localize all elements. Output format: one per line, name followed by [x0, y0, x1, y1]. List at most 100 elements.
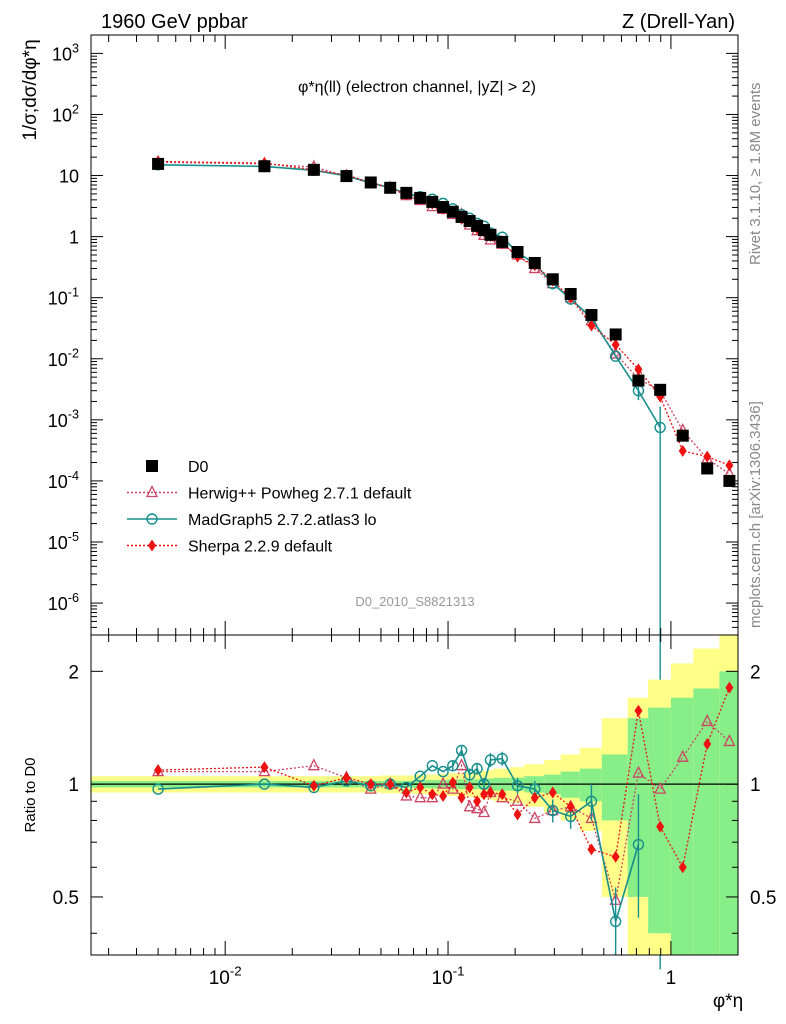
y-tick-label: 10-4 — [48, 469, 79, 492]
ratio-herwig-point — [455, 758, 468, 771]
ratio-sherpa-point — [439, 789, 448, 802]
ratio-sherpa-point — [725, 681, 734, 694]
x-tick-label: 10-1 — [432, 963, 465, 989]
ratio-sherpa-point — [548, 786, 557, 799]
x-tick-label: 1 — [666, 968, 677, 989]
main-sherpa-point — [725, 459, 734, 472]
legend-label-madgraph5: MadGraph5 2.7.2.atlas3 lo — [188, 512, 377, 529]
ratio-y-tick-label: 0.5 — [53, 888, 79, 909]
ratio-y-tick-label-right: 2 — [750, 662, 761, 683]
ratio-herwig-point — [446, 781, 459, 794]
ratio-herwig-point — [511, 793, 524, 806]
ratio-herwig-point — [400, 788, 413, 801]
main-sherpa-point — [703, 450, 712, 463]
ratio-herwig-point — [496, 790, 509, 803]
ratio-sherpa-point — [611, 850, 620, 863]
ratio-herwig-point — [414, 790, 427, 803]
ratio-y-tick-label: 1 — [68, 775, 79, 796]
ratio-sherpa-point — [678, 861, 687, 874]
ratio-madgraph5-point — [152, 783, 164, 795]
ratio-madgraph5-point — [511, 780, 524, 792]
ratio-y-tick-label-right: 1 — [750, 775, 761, 796]
ratio-madgraph5-point — [484, 754, 497, 766]
main-x-ticks — [108, 35, 739, 635]
ratio-madgraph5-line — [158, 748, 640, 922]
legend-label-d0: D0 — [188, 459, 209, 476]
ratio-panel: Ratio to D0 0.5 0.5 1 1 2 2 10-2 10-1 1 φ*η — [22, 634, 776, 1012]
ratio-sherpa-point — [486, 786, 495, 799]
main-d0-point — [426, 195, 439, 208]
ratio-y-tick-label-right: 0.5 — [750, 888, 776, 909]
ratio-sherpa-point — [513, 808, 522, 821]
legend-marker-sherpa — [148, 539, 156, 552]
ratio-herwig-point — [654, 781, 667, 794]
ratio-herwig-point — [307, 758, 320, 771]
ratio-herwig-point — [471, 801, 484, 814]
main-d0-point — [152, 157, 165, 170]
uncertainty-band-inner — [601, 754, 628, 821]
x-tick-label: 10-2 — [209, 963, 242, 989]
legend-marker-d0 — [146, 460, 158, 472]
ratio-sherpa-point — [386, 778, 395, 791]
ratio-sherpa-point — [703, 737, 712, 750]
ratio-madgraph5-point — [258, 778, 271, 790]
main-d0-point — [546, 273, 559, 286]
main-plot-area — [152, 154, 736, 970]
ratio-sherpa-point — [634, 704, 643, 717]
legend-marker-herwig — [145, 485, 159, 498]
main-d0-point — [384, 181, 397, 194]
uncertainty-band-inner — [648, 707, 671, 934]
main-sherpa-point — [611, 338, 620, 351]
y-tick-label: 102 — [52, 102, 79, 125]
main-d0-point — [632, 374, 645, 387]
main-d0-point — [400, 186, 413, 199]
legend-label-herwig: Herwig++ Powheg 2.7.1 default — [188, 486, 412, 503]
main-d0-point — [437, 201, 450, 214]
ratio-herwig-point — [701, 713, 714, 727]
ratio-sherpa-point — [587, 843, 596, 856]
y-tick-label: 10-6 — [48, 591, 79, 614]
ratio-y-tick-label: 2 — [68, 662, 79, 683]
main-madgraph5-point — [609, 350, 622, 362]
main-d0-point — [340, 170, 353, 183]
ratio-madgraph5-point — [471, 762, 483, 775]
main-d0-point — [496, 235, 509, 248]
ratio-sherpa-point — [402, 786, 411, 799]
header-left: 1960 GeV ppbar — [101, 11, 248, 33]
uncertainty-band-inner — [693, 688, 720, 955]
ratio-sherpa-point — [498, 788, 507, 801]
ratio-madgraph5-point — [455, 744, 468, 757]
main-sherpa-point — [587, 319, 596, 332]
ratio-madgraph5-point — [447, 759, 459, 772]
main-sherpa-point — [678, 444, 687, 457]
main-d0-point — [701, 462, 714, 475]
ratio-x-axis: 10-2 10-1 1 — [108, 635, 739, 989]
ratio-sherpa-point — [428, 788, 437, 801]
y-tick-label: 10-2 — [48, 347, 79, 370]
main-madgraph5-point — [654, 421, 666, 434]
ratio-herwig-point — [426, 790, 439, 803]
uncertainty-band-inner — [719, 671, 738, 955]
ratio-madgraph5-point — [496, 752, 508, 765]
ratio-herwig-point — [632, 765, 645, 778]
ratio-herwig-point — [477, 805, 491, 818]
main-d0-point — [414, 191, 427, 204]
ratio-sherpa-point — [309, 779, 318, 792]
ratio-y-axis: 0.5 0.5 1 1 2 2 — [53, 662, 776, 934]
uncertainty-band-inner — [670, 697, 694, 955]
main-sherpa-point — [634, 363, 643, 376]
ratio-madgraph5-point — [609, 915, 622, 928]
main-d0-point — [364, 176, 377, 189]
ratio-sherpa-point — [566, 800, 575, 813]
main-d0-point — [585, 309, 598, 322]
ratio-herwig-point — [676, 749, 689, 762]
ratio-herwig-point — [364, 781, 377, 794]
header-right: Z (Drell-Yan) — [622, 11, 735, 33]
ratio-sherpa-point — [473, 795, 482, 808]
ratio-herwig-point — [528, 810, 541, 824]
main-plot-title: φ*η(ll) (electron channel, |yZ| > 2) — [298, 79, 536, 96]
y-tick-label: 10-5 — [48, 530, 79, 553]
main-d0-point — [484, 228, 497, 241]
legend-marker-madgraph5 — [146, 513, 158, 525]
